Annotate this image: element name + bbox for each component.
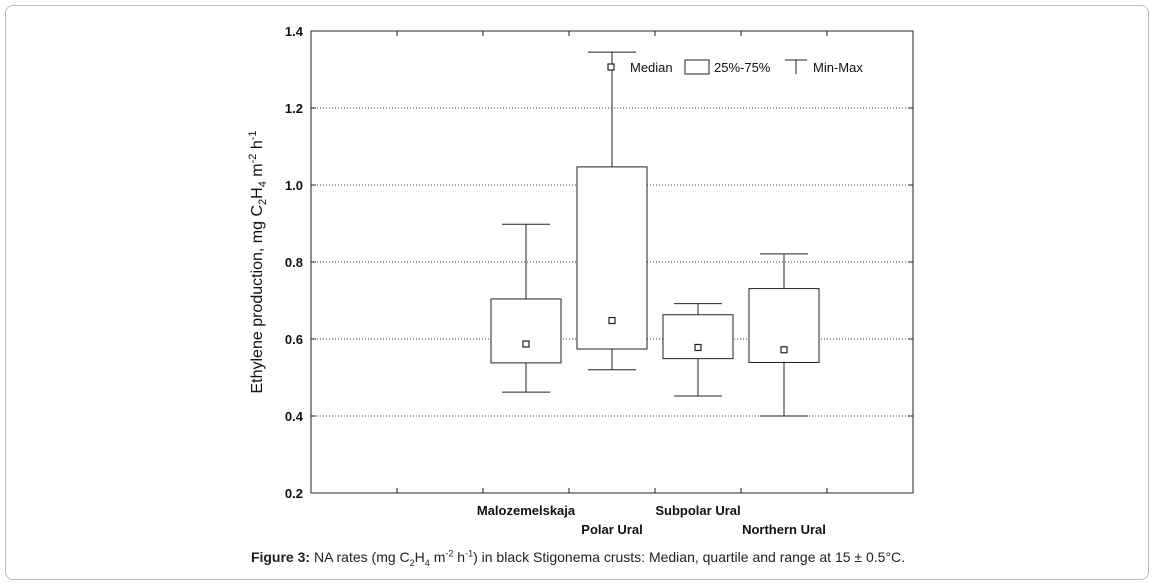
category-label: Subpolar Ural bbox=[655, 503, 740, 518]
iqr-box bbox=[662, 314, 734, 360]
y-tick-label: 1.0 bbox=[285, 178, 303, 193]
category-label: Polar Ural bbox=[581, 522, 642, 537]
box-layer: Malozemelskaja Polar Ural Subpolar UralNor… bbox=[477, 51, 826, 537]
caption-sup-a: -2 bbox=[445, 548, 454, 559]
legend-median-label: Median bbox=[630, 60, 673, 75]
box-polar-ural: Polar Ural bbox=[576, 51, 648, 537]
legend-minmax-label: Min-Max bbox=[813, 60, 863, 75]
caption-text-b: H bbox=[414, 549, 425, 565]
y-tick-label: 0.6 bbox=[285, 332, 303, 347]
iqr-box bbox=[490, 298, 562, 364]
caption-text-c: m bbox=[429, 549, 446, 565]
y-tick-label: 1.4 bbox=[285, 24, 304, 39]
y-tick-label: 0.8 bbox=[285, 255, 303, 270]
figure-caption: Figure 3: NA rates (mg C2H4 m-2 h-1) in … bbox=[0, 548, 1156, 568]
caption-sub-b: 4 bbox=[424, 557, 430, 568]
caption-sup-b: -1 bbox=[465, 548, 474, 559]
y-tick-label: 0.2 bbox=[285, 486, 303, 501]
legend-box-marker bbox=[684, 59, 710, 75]
median-marker bbox=[694, 343, 702, 352]
caption-label: Figure 3: bbox=[250, 549, 311, 565]
axis-layer: 0.2 0.4 0.6 0.8 1.0 1.2 1.4 bbox=[285, 24, 914, 501]
y-axis-label: Ethylene production, mg C2H4 m-2 h-1 bbox=[247, 130, 269, 393]
box-subpolar-ural: Subpolar Ural bbox=[655, 303, 741, 518]
legend-median-marker bbox=[607, 63, 615, 71]
median-marker bbox=[522, 340, 530, 348]
y-tick-label: 1.2 bbox=[285, 101, 303, 116]
y-tick-label: 0.4 bbox=[285, 409, 304, 424]
caption-text-a: NA rates (mg C bbox=[310, 549, 410, 565]
legend-box-label: 25%-75% bbox=[714, 60, 771, 75]
legend: Median 25%-75% Min-Max bbox=[607, 59, 863, 75]
category-label: Malozemelskaja bbox=[477, 503, 576, 518]
category-label: Northern Ural bbox=[742, 522, 826, 537]
caption-text-e: ) in black Stigonema crusts: Median, qua… bbox=[473, 549, 906, 565]
median-marker bbox=[608, 316, 616, 325]
caption-text-d: h bbox=[453, 549, 466, 565]
box-malozemelskaja: Malozemelskaja bbox=[477, 223, 576, 518]
box-northern-ural: Northern Ural bbox=[742, 253, 826, 537]
caption-sub-a: 2 bbox=[409, 557, 415, 568]
median-marker bbox=[780, 346, 788, 354]
